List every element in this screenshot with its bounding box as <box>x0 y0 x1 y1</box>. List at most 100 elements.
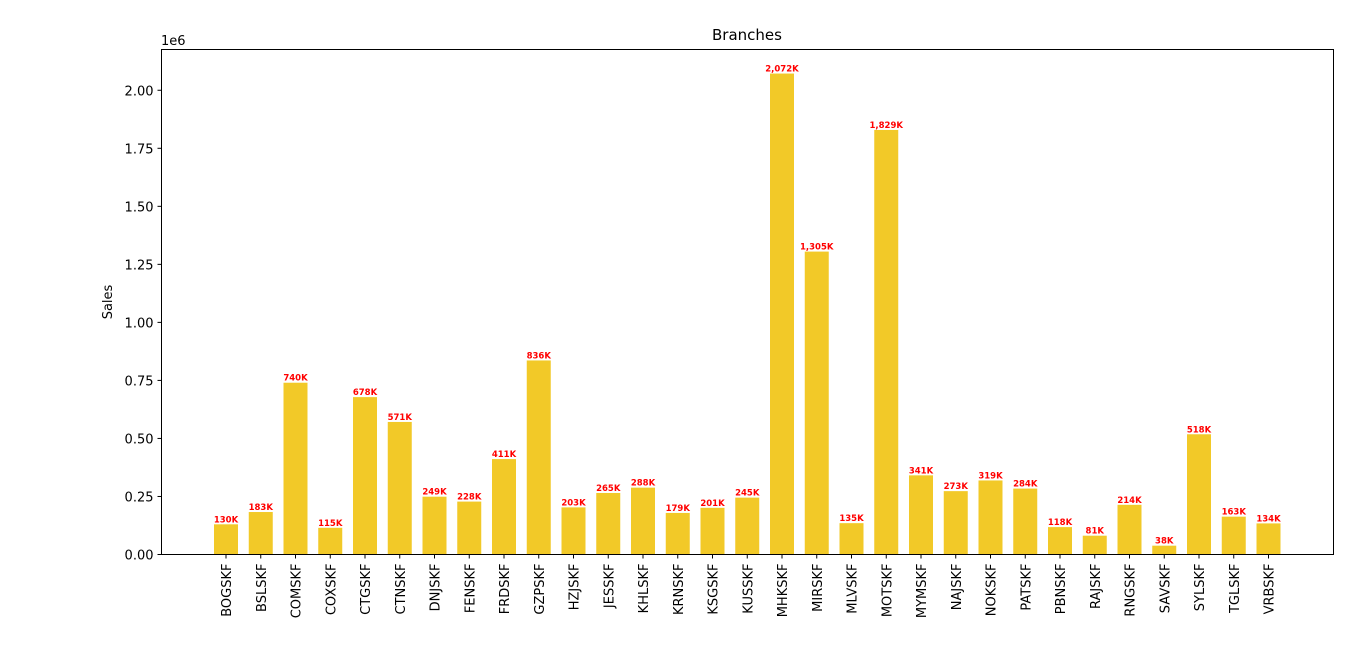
data-label-savskf: 38K <box>1155 537 1174 547</box>
x-tick-label-mhkskf: MHKSKF <box>776 564 791 618</box>
data-label-bogskf: 130K <box>214 515 239 525</box>
bar-dnjskf <box>422 496 447 555</box>
y-tick-label: 0.00 <box>125 549 154 564</box>
bar-ksgskf <box>700 507 725 555</box>
data-label-patskf: 284K <box>1013 480 1038 490</box>
bar-nokskf <box>978 480 1003 555</box>
bar-rngskf <box>1117 504 1142 555</box>
bar-khlskf <box>631 487 655 555</box>
data-label-dnjskf: 249K <box>422 488 447 498</box>
bar-kusskf <box>735 497 760 555</box>
bar-jesskf <box>596 492 621 555</box>
x-tick-label-rngskf: RNGSKF <box>1124 564 1139 617</box>
data-label-hzjskf: 203K <box>561 498 586 508</box>
data-label-bslskf: 183K <box>249 503 274 513</box>
data-label-comskf: 740K <box>283 374 308 384</box>
bar-bogskf <box>214 524 238 555</box>
data-label-nokskf: 319K <box>978 471 1003 481</box>
x-tick-label-savskf: SAVSKF <box>1158 564 1173 614</box>
bar-ctnskf <box>387 421 412 555</box>
x-axis: BOGSKF BSLSKF COMSKF COXSKF CTGSKF CTNSKF DNJS… <box>220 554 1278 619</box>
chart-title: Branches <box>712 26 782 44</box>
y-tick-label: 0.75 <box>125 374 154 389</box>
data-label-khlskf: 288K <box>631 479 656 489</box>
y-axis-label: Sales <box>101 284 116 319</box>
bar-labels-group: 130K 183K 740K 115K 678K 571K 249K 228K 411K 836K… <box>214 65 1281 547</box>
bar-hzjskf <box>561 507 586 555</box>
data-label-vrbskf: 134K <box>1256 514 1281 524</box>
data-label-mirskf: 1,305K <box>800 243 834 253</box>
x-tick-label-bslskf: BSLSKF <box>255 564 270 612</box>
data-label-jesskf: 265K <box>596 484 621 494</box>
x-tick-label-coxskf: COXSKF <box>324 564 339 616</box>
x-tick-label-khlskf: KHLSKF <box>637 564 652 614</box>
x-tick-label-vrbskf: VRBSKF <box>1263 564 1278 615</box>
data-label-ctgskf: 678K <box>353 388 378 398</box>
y-axis: 0.00 0.25 0.50 0.75 1.00 1.25 1.50 1.75 2.00 <box>125 84 162 564</box>
bar-mirskf <box>804 251 829 555</box>
bar-savskf <box>1152 545 1177 555</box>
x-tick-label-rajskf: RAJSKF <box>1089 564 1104 610</box>
y-tick-label: 1.50 <box>125 200 154 215</box>
x-tick-label-hzjskf: HZJSKF <box>568 564 583 611</box>
bar-pbnskf <box>1048 527 1072 555</box>
bar-frdskf <box>492 459 516 555</box>
data-label-fenskf: 228K <box>457 493 482 503</box>
bar-comskf <box>283 382 308 555</box>
data-label-motskf: 1,829K <box>870 121 904 131</box>
data-label-frdskf: 411K <box>492 450 517 460</box>
bar-mhkskf <box>770 73 794 555</box>
bar-mymskf <box>909 475 933 555</box>
x-tick-label-ctnskf: CTNSKF <box>394 564 409 615</box>
data-label-tglskf: 163K <box>1222 508 1247 518</box>
data-label-mymskf: 341K <box>909 466 934 476</box>
x-tick-label-dnjskf: DNJSKF <box>429 564 444 612</box>
x-tick-label-tglskf: TGLSKF <box>1228 564 1243 615</box>
x-tick-label-gzpskf: GZPSKF <box>533 564 548 615</box>
bar-motskf <box>874 129 899 555</box>
bar-gzpskf <box>526 360 551 555</box>
data-label-coxskf: 115K <box>318 519 343 529</box>
data-label-ctnskf: 571K <box>388 413 413 423</box>
bar-sylskf <box>1187 434 1211 555</box>
plot-frame <box>161 49 1334 555</box>
bar-tglskf <box>1221 516 1246 555</box>
x-tick-label-najskf: NAJSKF <box>950 564 965 611</box>
y-tick-label: 0.50 <box>125 432 154 447</box>
bar-ctgskf <box>353 397 377 555</box>
bar-patskf <box>1013 488 1038 555</box>
bar-krnskf <box>665 512 690 555</box>
y-tick-label: 1.75 <box>125 142 154 157</box>
y-offset-text: 1e6 <box>161 34 186 49</box>
x-tick-label-frdskf: FRDSKF <box>498 564 513 615</box>
x-tick-label-mymskf: MYMSKF <box>915 564 930 619</box>
y-tick-label: 2.00 <box>125 84 154 99</box>
data-label-rngskf: 214K <box>1117 496 1142 506</box>
data-label-kusskf: 245K <box>735 489 760 499</box>
data-label-mhkskf: 2,072K <box>765 65 799 75</box>
bar-mlvskf <box>839 523 864 555</box>
bar-coxskf <box>318 527 343 555</box>
bar-vrbskf <box>1256 523 1281 555</box>
y-tick-label: 1.00 <box>125 316 154 331</box>
x-tick-label-motskf: MOTSKF <box>880 564 895 618</box>
bar-najskf <box>943 491 968 555</box>
data-label-gzpskf: 836K <box>527 351 552 361</box>
bar-fenskf <box>457 501 482 555</box>
x-tick-label-mlvskf: MLVSKF <box>846 564 861 614</box>
bar-rajskf <box>1082 535 1107 555</box>
data-label-sylskf: 518K <box>1187 425 1212 435</box>
x-tick-label-jesskf: JESSKF <box>602 564 617 610</box>
x-tick-label-sylskf: SYLSKF <box>1193 564 1208 612</box>
x-tick-label-comskf: COMSKF <box>290 564 305 619</box>
x-tick-label-bogskf: BOGSKF <box>220 564 235 617</box>
data-label-mlvskf: 135K <box>839 514 864 524</box>
x-tick-label-pbnskf: PBNSKF <box>1054 564 1069 615</box>
data-label-krnskf: 179K <box>666 504 691 514</box>
data-label-rajskf: 81K <box>1086 527 1105 537</box>
x-tick-label-krnskf: KRNSKF <box>672 564 687 616</box>
y-tick-label: 0.25 <box>125 490 154 505</box>
x-tick-label-ksgskf: KSGSKF <box>707 564 722 615</box>
x-tick-label-nokskf: NOKSKF <box>985 564 1000 617</box>
